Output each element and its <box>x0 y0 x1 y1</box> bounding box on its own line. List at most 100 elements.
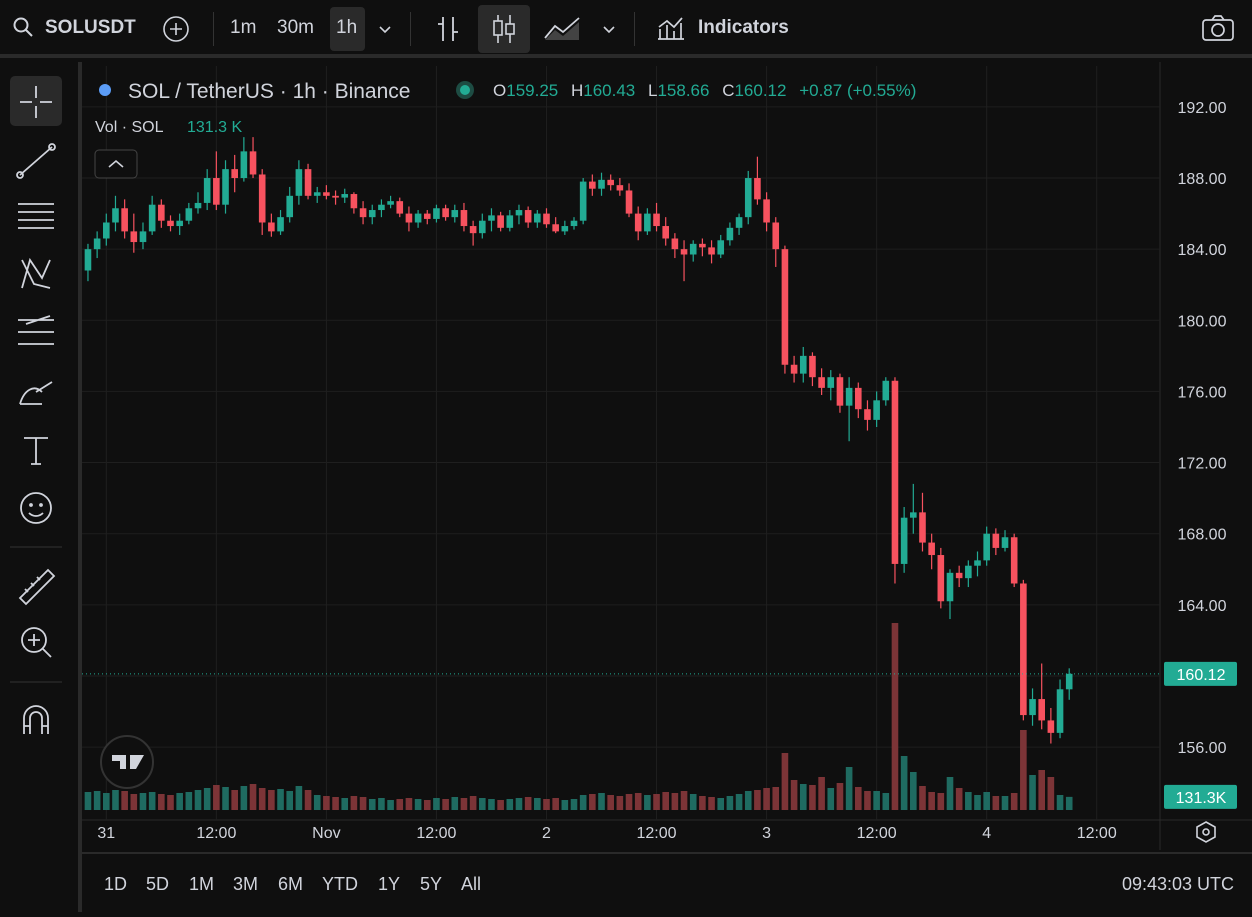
volume-bar <box>799 784 807 810</box>
candle-body <box>258 174 266 223</box>
candle-body <box>781 249 789 365</box>
volume-bar <box>864 791 871 810</box>
ruler-tool[interactable] <box>18 568 56 606</box>
interval[interactable]: 1h <box>336 17 358 38</box>
candle-body <box>1056 689 1064 733</box>
indicators[interactable]: Indicators <box>698 17 789 38</box>
candle-body <box>185 208 193 221</box>
volume-bar <box>607 795 614 810</box>
range-button[interactable]: 1M <box>189 874 215 894</box>
candle-body <box>524 210 532 223</box>
interval-highlight <box>330 7 365 51</box>
magnet-tool[interactable] <box>23 705 49 734</box>
volume-bar <box>836 783 844 810</box>
candle-body <box>350 194 358 209</box>
range-button[interactable]: 5D <box>146 874 170 894</box>
trendline-tool[interactable] <box>19 146 53 176</box>
ohlc-value: 159.25 <box>506 81 558 100</box>
volume-bar <box>497 800 504 810</box>
candle-body <box>763 199 770 223</box>
interval[interactable]: 1m <box>230 17 257 38</box>
text-tool[interactable] <box>24 437 48 465</box>
search-icon[interactable] <box>12 16 36 40</box>
emoji-tool[interactable] <box>20 492 52 524</box>
volume-bar <box>900 756 908 810</box>
tv-logo[interactable] <box>100 735 154 789</box>
volume-bar <box>891 623 899 810</box>
separator <box>213 12 214 46</box>
ohlc-label: C <box>722 81 734 100</box>
time-label: 3 <box>762 825 771 842</box>
ohlc-value: 158.66 <box>657 81 709 100</box>
add-symbol[interactable] <box>162 15 190 43</box>
price-label: 184.00 <box>1178 242 1227 259</box>
ohlc-label: O <box>493 81 506 100</box>
volume-bar <box>827 788 835 810</box>
collapse-button[interactable] <box>94 149 138 179</box>
range-button[interactable]: All <box>461 874 482 894</box>
candle-body <box>891 380 899 564</box>
volume-bar <box>350 796 358 810</box>
crosshair-tool[interactable] <box>20 86 52 118</box>
volume-bar <box>1010 793 1018 810</box>
candle-body <box>506 215 514 228</box>
price-label: 168.00 <box>1178 527 1227 544</box>
volume-bar <box>258 788 266 810</box>
range-button[interactable]: YTD <box>322 874 358 894</box>
volume-bar <box>341 798 349 810</box>
volume-bar <box>928 792 935 810</box>
volume-bar <box>671 793 679 810</box>
candle-body <box>295 169 303 196</box>
pattern-tool[interactable] <box>21 257 51 289</box>
candle-body <box>313 192 321 196</box>
camera-icon[interactable] <box>1201 14 1235 42</box>
volume-bar <box>1029 775 1036 810</box>
volume-bar <box>405 798 413 810</box>
volume-bar <box>1001 796 1009 810</box>
candle-body <box>717 240 725 255</box>
drawing-tools <box>10 76 62 734</box>
fib-tool[interactable] <box>18 203 54 229</box>
range-button[interactable]: 3M <box>233 874 259 894</box>
candle-body <box>341 194 349 198</box>
candle-body <box>103 222 110 239</box>
chevron[interactable] <box>376 20 394 38</box>
candle-body <box>799 355 807 374</box>
interval[interactable]: 30m <box>277 17 314 38</box>
symbol[interactable]: SOLUSDT <box>45 17 136 38</box>
area-icon[interactable] <box>543 14 583 42</box>
bars-icon[interactable] <box>434 14 462 44</box>
volume-bar <box>699 796 706 810</box>
candle-body <box>864 409 871 420</box>
chevron[interactable] <box>600 20 618 38</box>
candle-body <box>634 213 642 232</box>
range-button[interactable]: 1Y <box>378 874 401 894</box>
candle-body <box>213 178 220 205</box>
candle-body <box>378 204 385 211</box>
candle-body <box>579 181 587 221</box>
candle-body <box>919 512 926 543</box>
candle-body <box>478 220 486 234</box>
candle-body <box>84 249 92 271</box>
price-label: 156.00 <box>1178 740 1227 757</box>
indicators-icon[interactable] <box>655 13 687 43</box>
candle-body <box>845 387 853 406</box>
range-button[interactable]: 1D <box>104 874 128 894</box>
candles-icon[interactable] <box>490 13 518 45</box>
forecast-tool[interactable] <box>18 315 54 345</box>
volume-bar <box>139 793 147 810</box>
volume-bar <box>359 797 367 810</box>
settings-icon[interactable] <box>1196 821 1216 843</box>
candle-body <box>121 208 128 232</box>
zoom-tool[interactable] <box>21 627 47 653</box>
candle-body <box>955 572 963 579</box>
volume-bar <box>974 795 981 810</box>
volume-bar <box>213 785 220 810</box>
range-button[interactable]: 6M <box>278 874 304 894</box>
candle-body <box>671 238 679 250</box>
brush-tool[interactable] <box>19 381 53 405</box>
candle-body <box>754 178 761 200</box>
candle-body <box>249 151 257 175</box>
range-button[interactable]: 5Y <box>420 874 443 894</box>
candle-body <box>662 226 670 239</box>
